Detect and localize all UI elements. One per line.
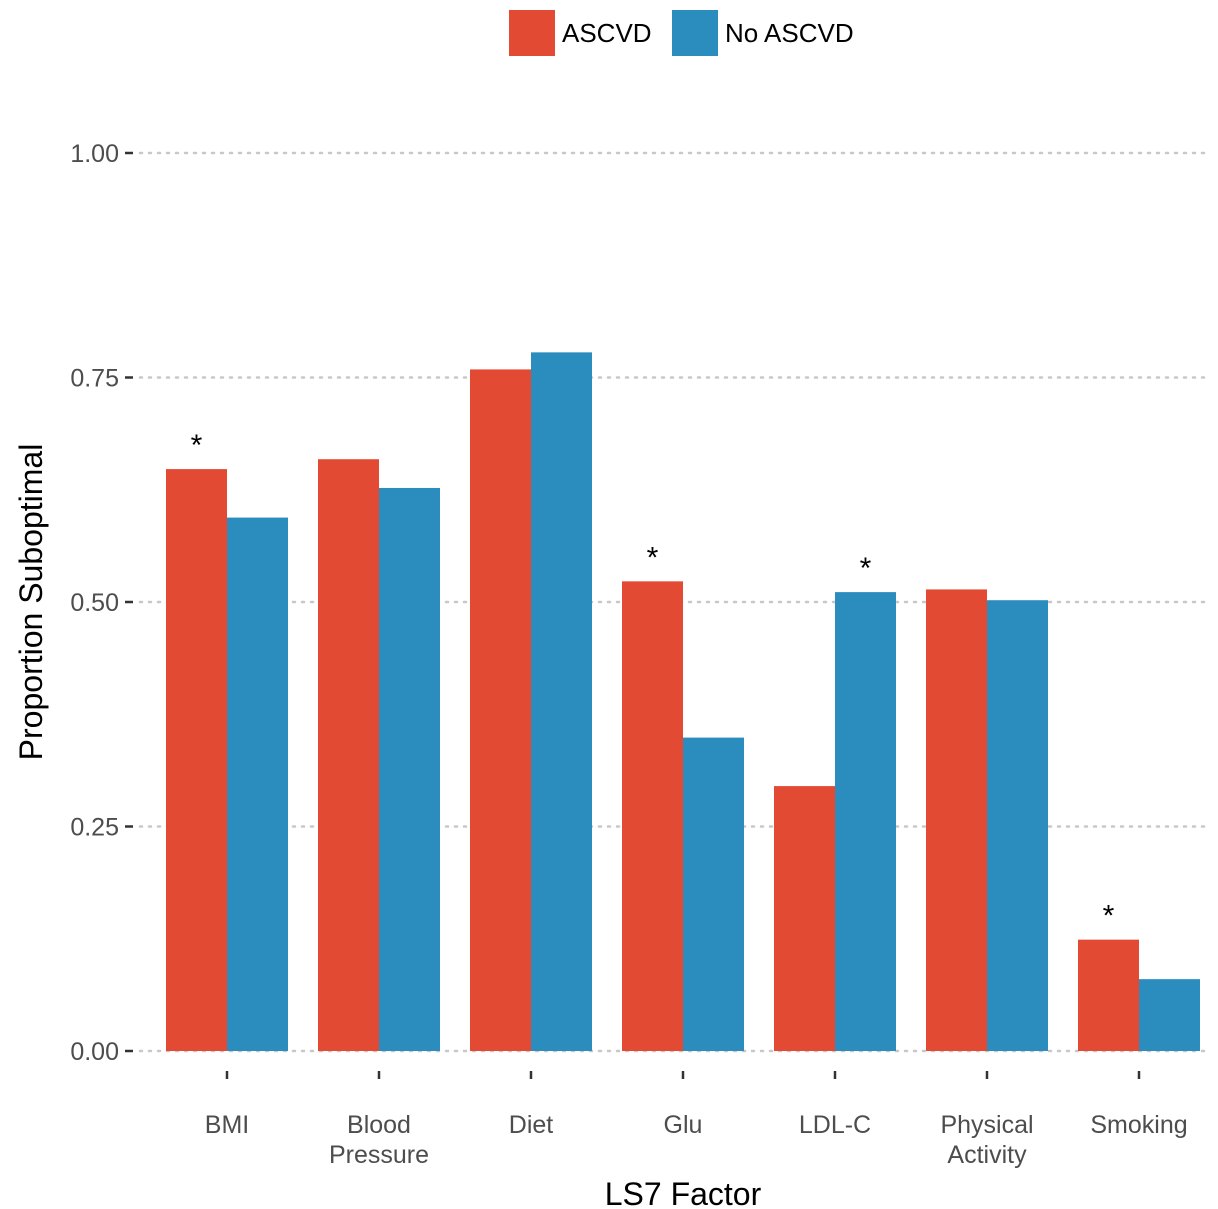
x-axis-title: LS7 Factor: [605, 1176, 762, 1209]
y-axis-title: Proportion Suboptimal: [13, 444, 49, 761]
bar-ascvd: [622, 581, 683, 1051]
x-tick-label: Smoking: [1090, 1111, 1187, 1139]
bar-no-ascvd: [227, 517, 288, 1051]
bar-ascvd: [1078, 939, 1139, 1051]
y-tick-label: 0.25: [70, 814, 119, 842]
x-tick-label: Physical: [940, 1111, 1033, 1139]
y-tick-label: 0.50: [70, 589, 119, 617]
bar-no-ascvd: [1139, 979, 1200, 1051]
y-tick-label: 0.00: [70, 1038, 119, 1066]
bars: [166, 352, 1200, 1052]
y-tick-label: 1.00: [70, 140, 119, 168]
x-tick-label: Blood: [347, 1111, 411, 1139]
x-tick-label: Activity: [947, 1141, 1027, 1169]
bar-ascvd: [774, 786, 835, 1051]
bar-ascvd: [318, 459, 379, 1051]
x-tick-label: Diet: [509, 1111, 554, 1139]
bar-no-ascvd: [531, 352, 592, 1052]
legend-key: [509, 10, 555, 56]
legend-label: ASCVD: [562, 18, 652, 48]
bar-no-ascvd: [987, 600, 1048, 1051]
x-tick-label: BMI: [205, 1111, 249, 1139]
bar-ascvd: [166, 469, 227, 1051]
bar-ascvd: [926, 589, 987, 1051]
significance-asterisk: *: [860, 552, 872, 585]
legend-key: [672, 10, 718, 56]
x-tick-label: LDL-C: [799, 1111, 871, 1139]
y-tick-label: 0.75: [70, 365, 119, 393]
significance-asterisk: *: [191, 429, 203, 462]
y-axis: 0.00 0.25 0.50 0.75 1.00: [70, 140, 133, 1066]
bar-no-ascvd: [835, 592, 896, 1051]
significance-asterisk: *: [647, 541, 659, 574]
bar-ascvd: [470, 369, 531, 1052]
x-tick-label: Glu: [664, 1111, 703, 1139]
x-tick-label: Pressure: [329, 1141, 429, 1169]
bar-no-ascvd: [683, 737, 744, 1051]
significance-marks: * * * *: [191, 429, 1115, 933]
legend: ASCVD No ASCVD: [509, 10, 854, 56]
significance-asterisk: *: [1103, 900, 1115, 933]
legend-label: No ASCVD: [725, 18, 854, 48]
bar-no-ascvd: [379, 487, 440, 1052]
